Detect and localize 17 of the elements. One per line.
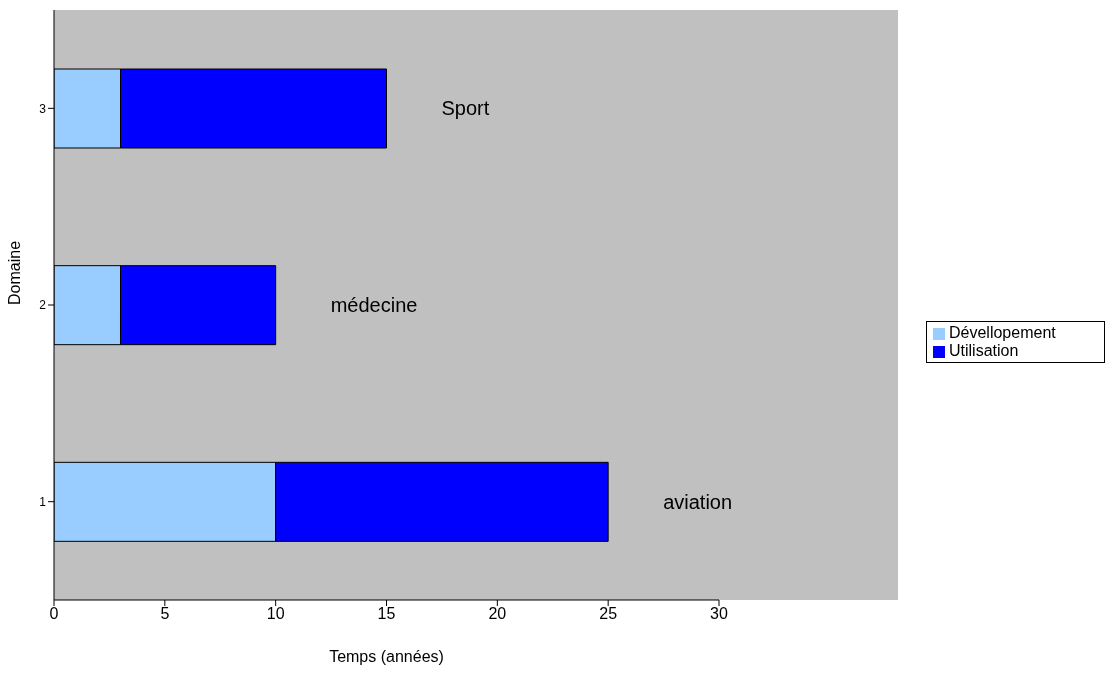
x-tick-label: 15 — [377, 605, 396, 623]
x-tick-label: 0 — [49, 605, 59, 623]
x-tick-label: 30 — [710, 605, 728, 623]
y-tick-label: 1 — [39, 494, 47, 509]
x-axis-title: Temps (années) — [329, 648, 444, 665]
annotation: médecine — [330, 294, 418, 317]
legend-label: Utilisation — [949, 342, 1019, 359]
legend-label: Dévellopement — [949, 324, 1056, 341]
y-tick-label: 3 — [39, 101, 47, 116]
y-axis-title: Domaine — [5, 240, 23, 305]
annotation: Sport — [441, 97, 490, 120]
annotation: aviation — [663, 490, 733, 513]
x-tick-label: 25 — [599, 605, 618, 623]
x-tick-label: 20 — [488, 605, 507, 623]
y-tick-label: 2 — [39, 298, 47, 313]
x-tick-label: 10 — [266, 605, 285, 623]
x-tick-label: 5 — [160, 605, 170, 623]
